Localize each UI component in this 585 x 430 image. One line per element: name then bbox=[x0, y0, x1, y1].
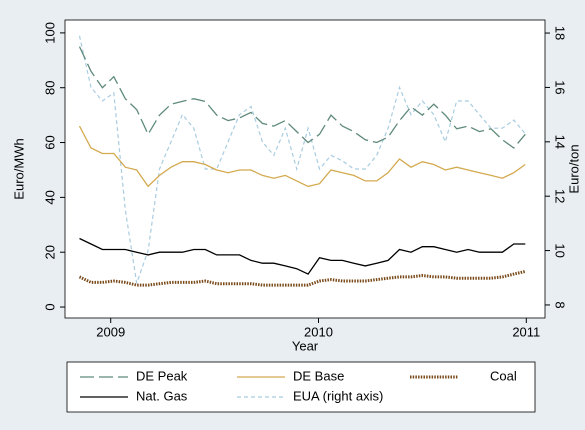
x-axis-label: Year bbox=[292, 338, 319, 353]
y-axis-label: Euro/MWh bbox=[11, 138, 26, 199]
legend-label: Coal bbox=[490, 368, 517, 383]
series-line bbox=[78, 125, 526, 188]
y-tick-label: 20 bbox=[42, 245, 57, 259]
y2-tick-label: 16 bbox=[553, 80, 568, 94]
y-tick-label: 60 bbox=[42, 135, 57, 149]
legend-box bbox=[66, 361, 536, 413]
legend-label: Nat. Gas bbox=[136, 388, 188, 403]
x-tick-label: 2010 bbox=[304, 324, 333, 339]
series-line bbox=[78, 46, 526, 149]
y-tick-label: 80 bbox=[42, 80, 57, 94]
y2-tick-label: 18 bbox=[553, 26, 568, 40]
legend-label: DE Peak bbox=[136, 368, 188, 383]
y2-tick-label: 8 bbox=[553, 301, 568, 308]
x-tick-label: 2011 bbox=[512, 324, 540, 339]
y2-axis-label: Euro/ton bbox=[566, 144, 581, 193]
series-line bbox=[78, 35, 526, 284]
y-tick-label: 0 bbox=[42, 303, 57, 310]
y-tick-label: 100 bbox=[42, 22, 57, 44]
y2-tick-label: 12 bbox=[553, 189, 568, 203]
series-line bbox=[79, 237, 526, 275]
legend-label: DE Base bbox=[293, 368, 344, 383]
x-tick-label: 2009 bbox=[96, 324, 125, 339]
y2-tick-label: 10 bbox=[553, 243, 568, 257]
y-tick-label: 40 bbox=[42, 190, 57, 204]
y2-tick-label: 14 bbox=[553, 135, 568, 149]
legend-label: EUA (right axis) bbox=[293, 388, 383, 403]
series-line bbox=[78, 269, 526, 287]
